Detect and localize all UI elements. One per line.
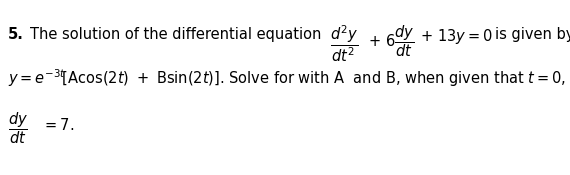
Text: 5.: 5. <box>8 27 24 42</box>
Text: $\dfrac{d^2y}{dt^2}$: $\dfrac{d^2y}{dt^2}$ <box>330 23 358 64</box>
Text: $+\ 6\dfrac{dy}{dt}$: $+\ 6\dfrac{dy}{dt}$ <box>368 23 414 59</box>
Text: $+\ 13y = 0$: $+\ 13y = 0$ <box>420 27 492 46</box>
Text: $\dfrac{dy}{dt}$: $\dfrac{dy}{dt}$ <box>8 110 28 146</box>
Text: $= 7.$: $= 7.$ <box>42 117 74 133</box>
Text: $y = e^{-3t}\!\left[\mathrm{Acos}(2t)\ +\ \mathrm{Bsin}(2t)\right]$. Solve for w: $y = e^{-3t}\!\left[\mathrm{Acos}(2t)\ +… <box>8 67 570 89</box>
Text: The solution of the differential equation: The solution of the differential equatio… <box>30 27 321 42</box>
Text: is given by: is given by <box>495 27 570 42</box>
